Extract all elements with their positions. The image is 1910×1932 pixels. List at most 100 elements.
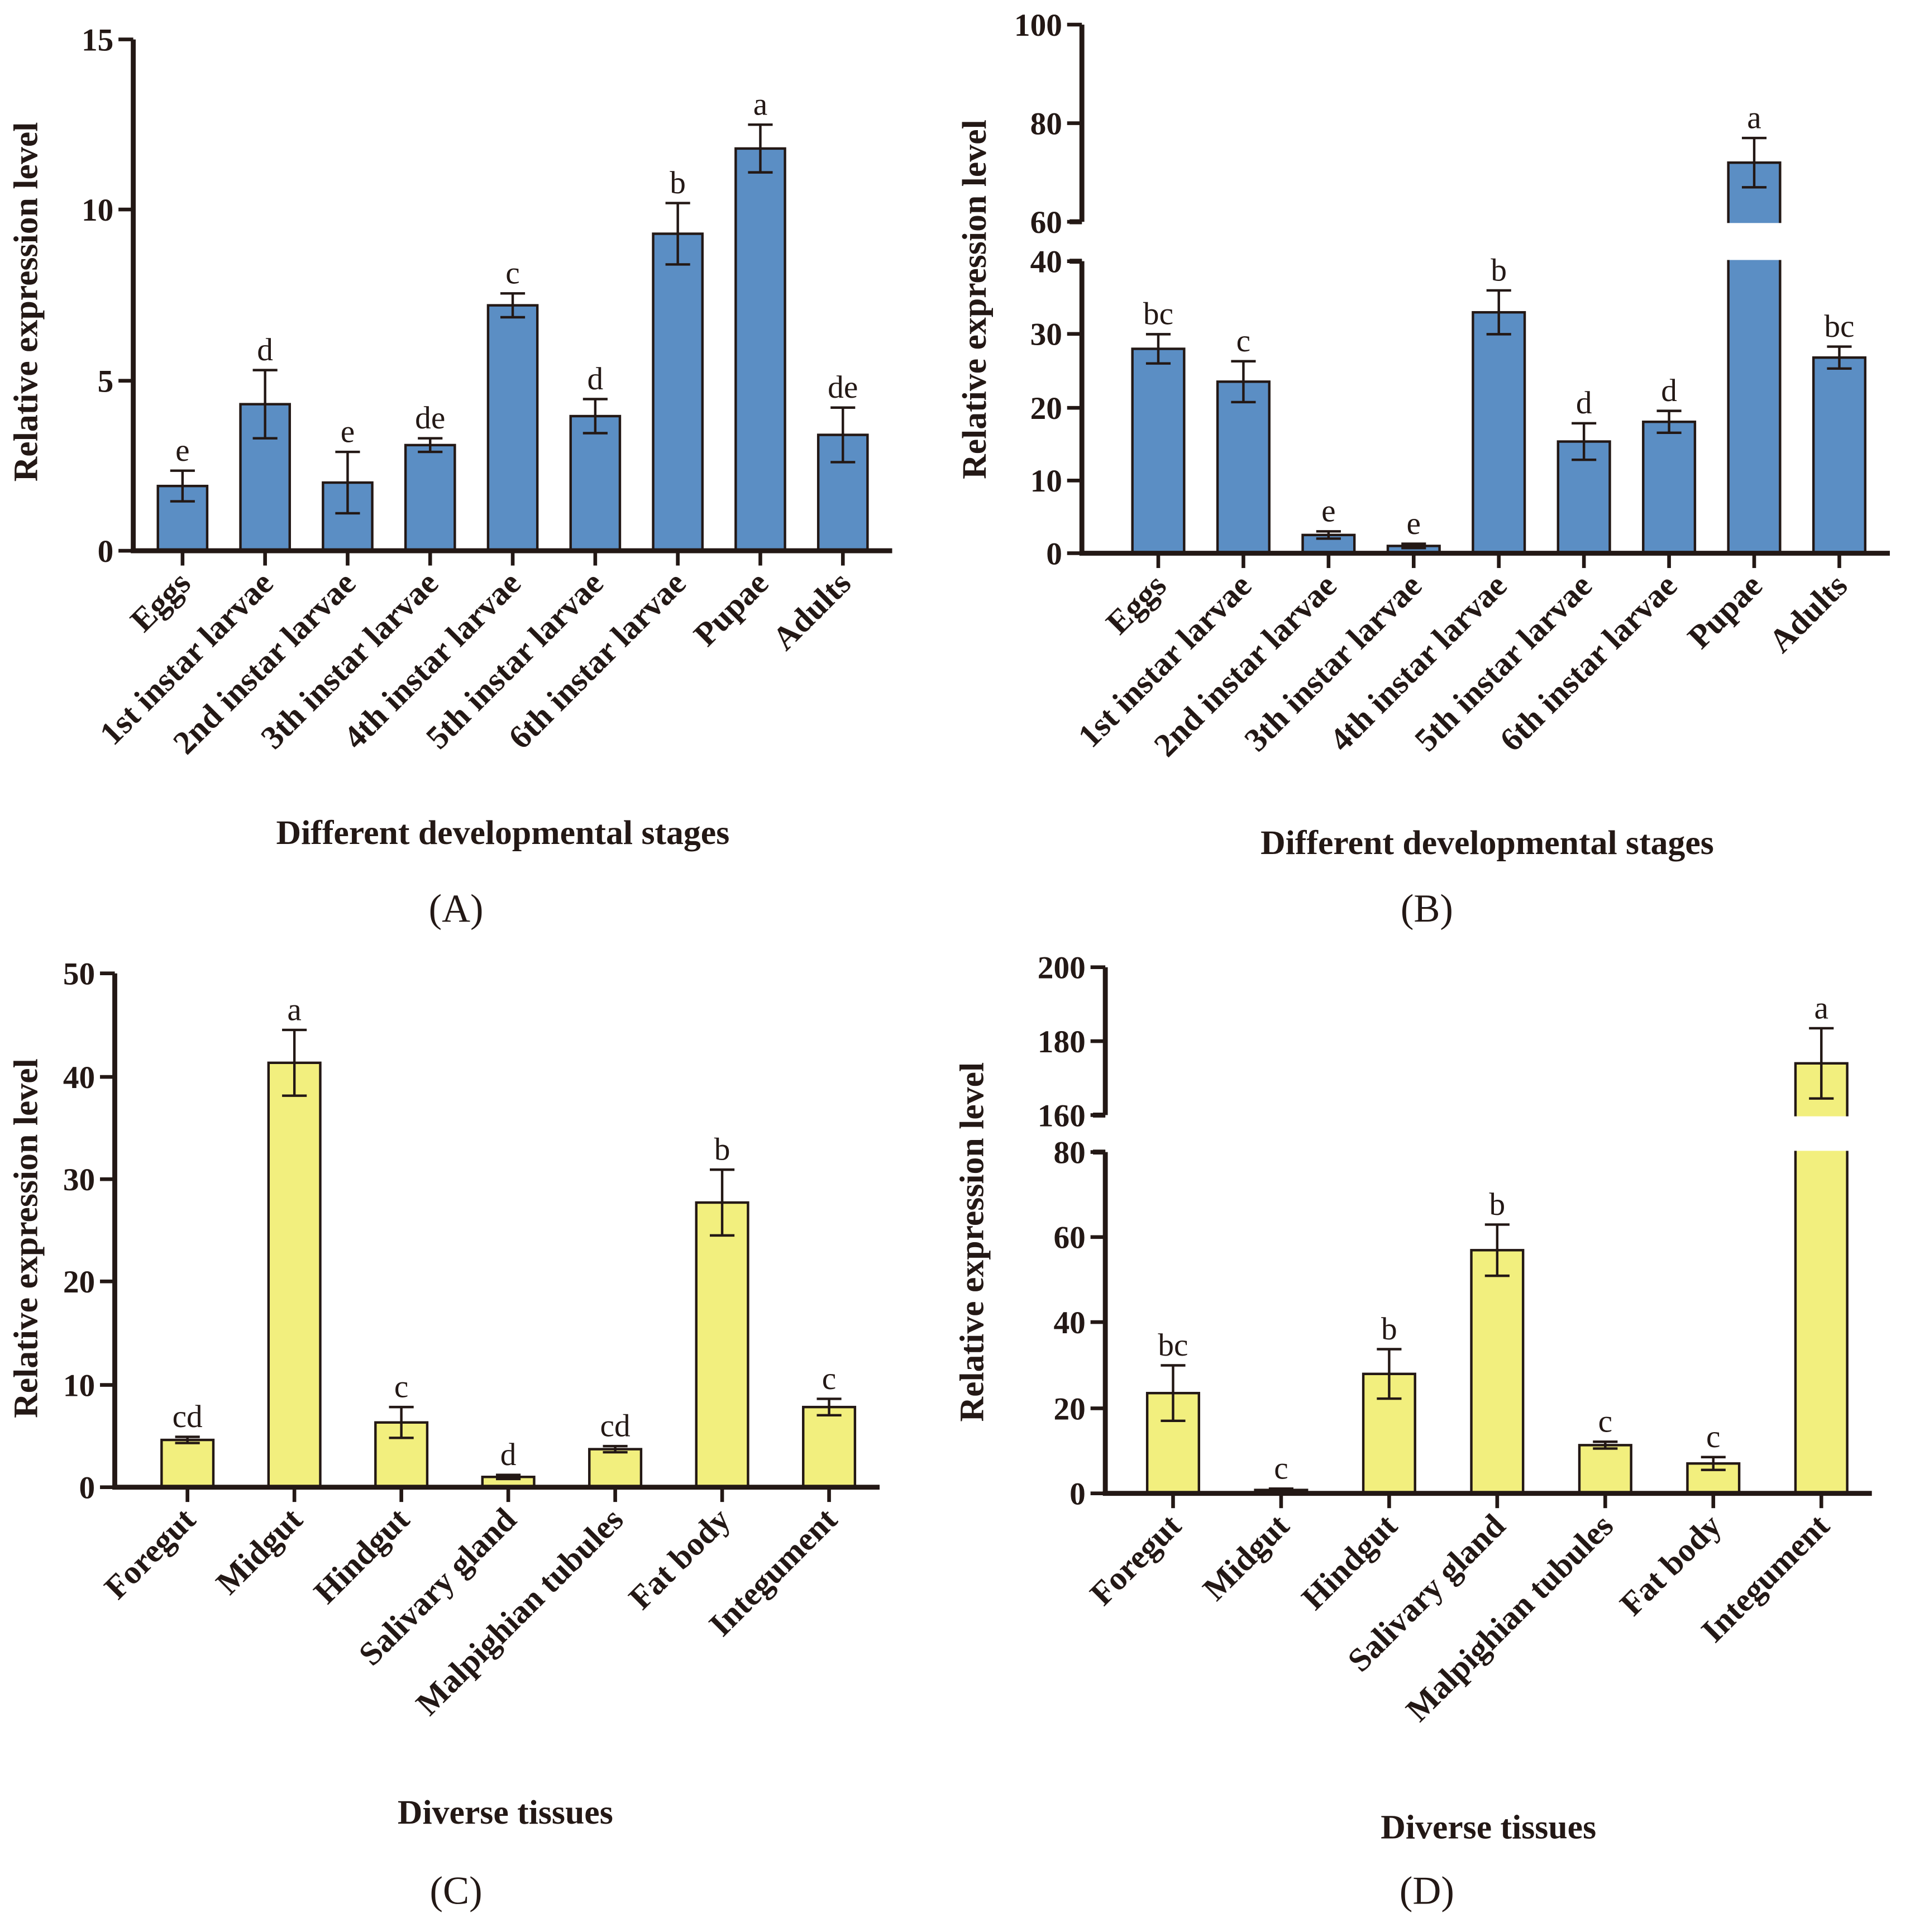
significance-letter: d <box>1661 373 1677 408</box>
y-tick-label: 160 <box>1038 1098 1086 1133</box>
axis-break-gap <box>1685 1116 1742 1151</box>
y-tick-label: 60 <box>1053 1220 1085 1256</box>
axis-break-gap <box>1385 223 1443 260</box>
significance-letter: bc <box>1824 309 1854 344</box>
significance-letter: c <box>1236 323 1250 359</box>
significance-letter: c <box>822 1361 836 1396</box>
error-bar-C-1 <box>282 1028 307 1097</box>
bar-A-4 <box>486 304 539 552</box>
x-tick-label: Hindgut <box>307 1501 417 1611</box>
bar-A-5 <box>569 414 622 552</box>
bar-C-4 <box>588 1448 643 1489</box>
bar-B-8 <box>1812 356 1866 555</box>
axis-break-gap <box>1470 223 1527 260</box>
y-axis-label: Relative expression level <box>7 1058 45 1418</box>
significance-letter: e <box>341 414 355 449</box>
error-bar-D-3 <box>1484 1223 1510 1277</box>
error-bar-D-6 <box>1809 1027 1834 1100</box>
significance-letter: b <box>670 165 686 201</box>
error-bar-C-4 <box>603 1444 628 1454</box>
bar-D-4 <box>1578 1444 1632 1495</box>
significance-letter: e <box>1407 506 1421 541</box>
significance-letter: c <box>1598 1404 1612 1439</box>
error-bar-A-0 <box>170 469 195 503</box>
error-bar-C-6 <box>816 1397 842 1417</box>
axis-break-gap <box>1577 1116 1634 1151</box>
significance-letter: a <box>1814 990 1828 1025</box>
significance-letter: c <box>505 256 519 291</box>
x-tick-label: Hindgut <box>1295 1507 1405 1617</box>
x-tick-label: Adults <box>765 564 858 657</box>
y-axis-label: Relative expression level <box>953 1062 991 1422</box>
significance-letter: b <box>1491 252 1507 288</box>
x-tick-label: Midgut <box>1196 1507 1296 1607</box>
error-bar-D-5 <box>1701 1456 1726 1471</box>
axis-break-gap <box>1469 1116 1526 1151</box>
x-axis-label: Diverse tissues <box>1381 1808 1596 1846</box>
y-tick-label: 0 <box>79 1470 96 1505</box>
significance-letter: b <box>1381 1311 1397 1347</box>
y-tick-label: 20 <box>1053 1391 1085 1427</box>
significance-letter: de <box>828 370 858 405</box>
error-bar-A-3 <box>418 437 443 454</box>
y-tick-label: 0 <box>98 534 114 569</box>
significance-letter: c <box>394 1369 408 1404</box>
axis-break-gap <box>1640 223 1698 260</box>
significance-letter: d <box>1576 385 1592 421</box>
significance-letter: a <box>753 87 767 122</box>
error-bar-B-3 <box>1401 542 1426 550</box>
y-tick-label: 20 <box>63 1265 95 1300</box>
error-bar-C-0 <box>175 1435 200 1444</box>
bar-C-1 <box>267 1061 322 1489</box>
y-tick-label: 15 <box>82 22 113 58</box>
x-axis-label: Different developmental stages <box>1260 824 1714 862</box>
significance-letter: d <box>500 1437 517 1472</box>
y-tick-label: 10 <box>63 1368 95 1403</box>
panel-label: (C) <box>430 1869 483 1912</box>
y-tick-label: 10 <box>1030 464 1062 499</box>
significance-letter: cd <box>173 1399 203 1434</box>
error-bar-C-2 <box>389 1405 414 1439</box>
error-bar-D-0 <box>1161 1364 1186 1423</box>
y-tick-label: 40 <box>1053 1305 1085 1341</box>
y-tick-label: 80 <box>1053 1135 1085 1170</box>
bar-A-6 <box>652 232 704 552</box>
axis-break-gap <box>1144 1116 1202 1151</box>
axis-break-gap <box>1253 1116 1310 1151</box>
axis-break-gap <box>1726 223 1783 260</box>
axis-break-mark <box>1069 219 1082 264</box>
axis-break-gap <box>1793 1116 1850 1151</box>
x-tick-label: Foregut <box>1083 1507 1188 1613</box>
axis-break-gap <box>1130 223 1187 260</box>
axis-break-gap <box>1360 1116 1418 1151</box>
error-bar-B-1 <box>1231 360 1256 404</box>
x-tick-label: Eggs <box>1099 567 1173 641</box>
error-bar-B-8 <box>1827 345 1852 370</box>
axis-break-gap <box>1215 223 1272 260</box>
panel-label: (A) <box>429 887 484 931</box>
bar-B-0 <box>1131 347 1186 555</box>
bar-B-4 <box>1472 311 1526 555</box>
significance-letter: e <box>1321 494 1335 529</box>
significance-letter: d <box>257 332 273 368</box>
y-tick-label: 0 <box>1046 536 1062 571</box>
significance-letter: bc <box>1158 1328 1188 1363</box>
panel-label: (B) <box>1401 887 1453 931</box>
x-tick-label: Eggs <box>123 564 197 638</box>
bar-A-7 <box>734 147 786 552</box>
bar-D-3 <box>1470 1249 1525 1495</box>
significance-letter: de <box>415 400 445 436</box>
bar-C-5 <box>695 1201 749 1489</box>
significance-letter: a <box>1747 100 1761 135</box>
y-tick-label: 60 <box>1030 205 1062 240</box>
y-tick-label: 100 <box>1014 8 1062 43</box>
x-axis-label: Diverse tissues <box>398 1793 613 1831</box>
bar-B-1 <box>1216 380 1271 555</box>
y-tick-label: 5 <box>98 364 114 399</box>
bar-A-3 <box>404 443 456 552</box>
y-tick-label: 20 <box>1030 391 1062 426</box>
error-bar-A-4 <box>500 292 526 319</box>
